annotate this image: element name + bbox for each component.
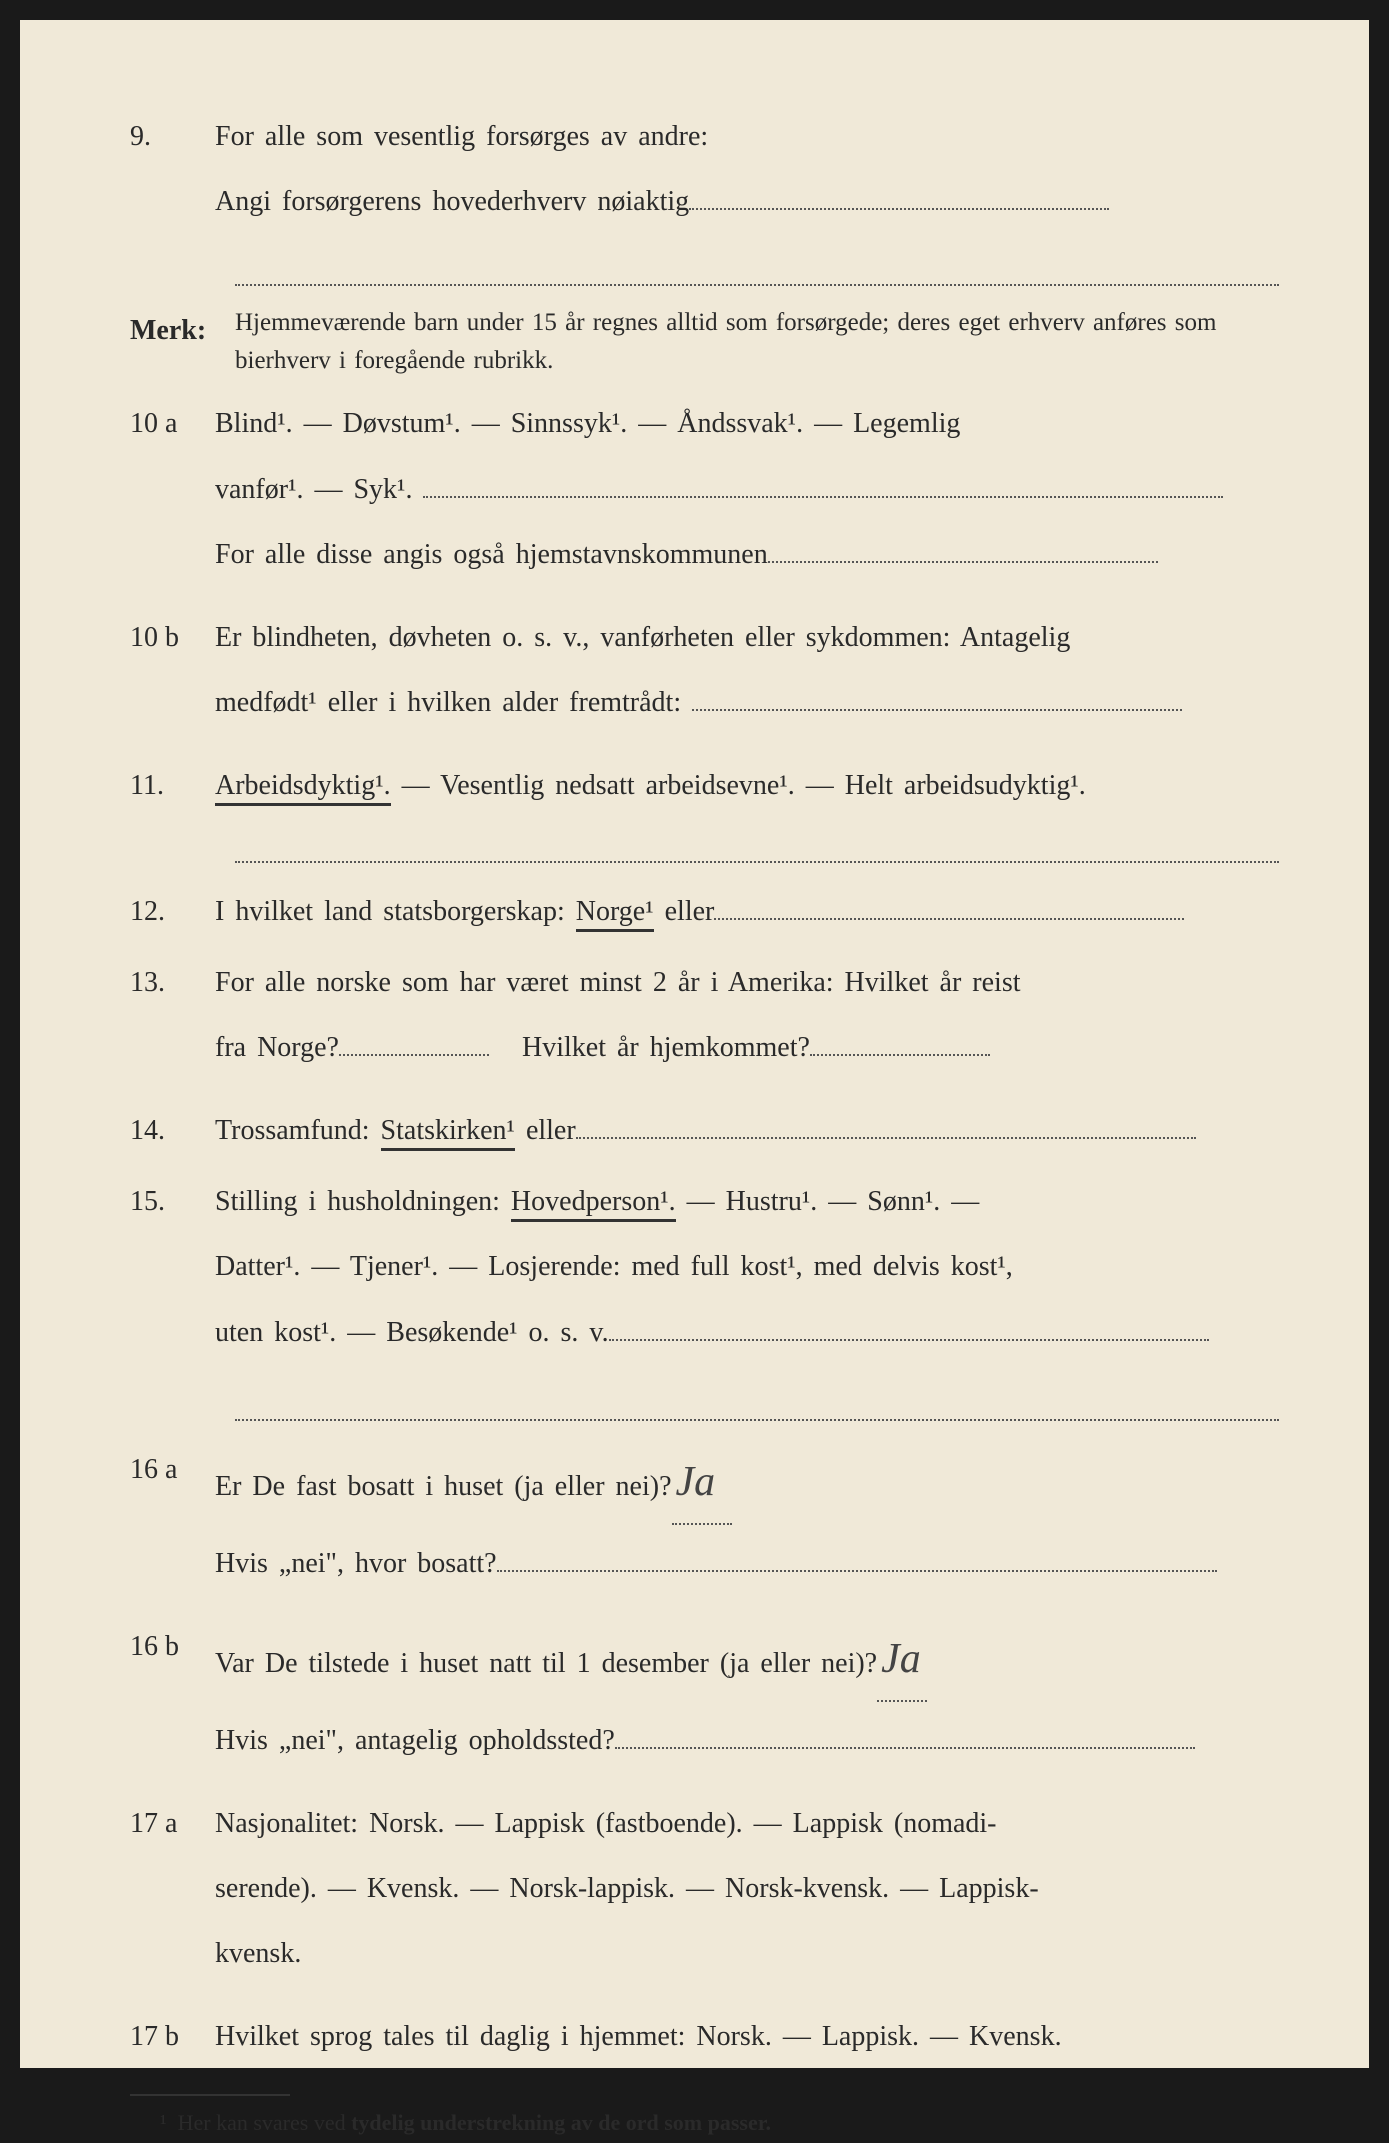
q13-line1: For alle norske som har været minst 2 år…	[215, 956, 1279, 1009]
fill-line[interactable]: Ja	[877, 1620, 927, 1702]
q10b-line2: medfødt¹ eller i hvilken alder fremtrådt…	[215, 676, 1279, 729]
note-merk: Merk: Hjemmeværende barn under 15 år reg…	[130, 304, 1279, 379]
q17a-line2: serende). — Kvensk. — Norsk-lappisk. — N…	[215, 1862, 1279, 1915]
question-number: 16 a	[130, 1443, 215, 1602]
q15-underlined: Hovedperson¹.	[511, 1186, 676, 1222]
fill-line[interactable]	[423, 496, 1223, 498]
fill-line[interactable]	[714, 918, 1184, 920]
handwritten-answer: Ja	[877, 1636, 925, 1682]
fill-line-full[interactable]	[235, 1393, 1279, 1421]
question-number: 16 b	[130, 1620, 215, 1779]
merk-label: Merk:	[130, 304, 235, 379]
merk-text: Hjemmeværende barn under 15 år regnes al…	[235, 304, 1279, 379]
footnote-separator	[130, 2094, 290, 2096]
q16a-line1: Er De fast bosatt i huset (ja eller nei)…	[215, 1443, 1279, 1525]
q16b-line2: Hvis „nei", antagelig opholdssted?	[215, 1714, 1279, 1767]
fill-line[interactable]	[810, 1054, 990, 1056]
q10a-line2: vanfør¹. — Syk¹.	[215, 463, 1279, 516]
fill-line[interactable]	[689, 208, 1109, 210]
question-number: 10 a	[130, 397, 215, 593]
question-number: 17 b	[130, 2010, 215, 2063]
question-14: 14. Trossamfund: Statskirken¹ eller	[130, 1104, 1279, 1157]
q17b-text: Hvilket sprog tales til daglig i hjemmet…	[215, 2010, 1279, 2063]
handwritten-answer: Ja	[672, 1459, 720, 1505]
question-16a: 16 a Er De fast bosatt i huset (ja eller…	[130, 1443, 1279, 1602]
question-17a: 17 a Nasjonalitet: Norsk. — Lappisk (fas…	[130, 1797, 1279, 1993]
question-number: 12.	[130, 885, 215, 938]
question-number: 15.	[130, 1175, 215, 1371]
q15-line1: Stilling i husholdningen: Hovedperson¹. …	[215, 1175, 1279, 1228]
fill-line[interactable]	[768, 561, 1158, 563]
footnote: ¹ Her kan svares ved tydelig understrekn…	[130, 2102, 1279, 2143]
q12-underlined: Norge¹	[576, 896, 654, 932]
q9-line2: Angi forsørgerens hovederhverv nøiaktig	[215, 175, 1279, 228]
census-form-page: 9. For alle som vesentlig forsørges av a…	[20, 20, 1369, 2068]
q10b-line1: Er blindheten, døvheten o. s. v., vanfør…	[215, 611, 1279, 664]
q11-underlined: Arbeidsdyktig¹.	[215, 770, 391, 806]
fill-line[interactable]	[497, 1570, 1217, 1572]
fill-line[interactable]: Ja	[672, 1443, 732, 1525]
q15-line2: Datter¹. — Tjener¹. — Losjerende: med fu…	[215, 1240, 1279, 1293]
q10a-line1: Blind¹. — Døvstum¹. — Sinnssyk¹. — Åndss…	[215, 397, 1279, 450]
question-10b: 10 b Er blindheten, døvheten o. s. v., v…	[130, 611, 1279, 741]
q9-line1: For alle som vesentlig forsørges av andr…	[215, 110, 1279, 163]
q16a-line2: Hvis „nei", hvor bosatt?	[215, 1537, 1279, 1590]
question-number: 17 a	[130, 1797, 215, 1993]
question-11: 11. Arbeidsdyktig¹. — Vesentlig nedsatt …	[130, 759, 1279, 812]
fill-line[interactable]	[615, 1747, 1195, 1749]
question-9: 9. For alle som vesentlig forsørges av a…	[130, 110, 1279, 240]
question-number: 10 b	[130, 611, 215, 741]
q17a-line1: Nasjonalitet: Norsk. — Lappisk (fastboen…	[215, 1797, 1279, 1850]
question-10a: 10 a Blind¹. — Døvstum¹. — Sinnssyk¹. — …	[130, 397, 1279, 593]
fill-line[interactable]	[692, 709, 1182, 711]
q15-line3: uten kost¹. — Besøkende¹ o. s. v.	[215, 1306, 1279, 1359]
question-13: 13. For alle norske som har været minst …	[130, 956, 1279, 1086]
fill-line-full[interactable]	[235, 258, 1279, 286]
question-number: 13.	[130, 956, 215, 1086]
question-17b: 17 b Hvilket sprog tales til daglig i hj…	[130, 2010, 1279, 2063]
question-15: 15. Stilling i husholdningen: Hovedperso…	[130, 1175, 1279, 1371]
question-number: 9.	[130, 110, 215, 240]
question-12: 12. I hvilket land statsborgerskap: Norg…	[130, 885, 1279, 938]
q16b-line1: Var De tilstede i huset natt til 1 desem…	[215, 1620, 1279, 1702]
fill-line[interactable]	[609, 1339, 1209, 1341]
q10a-line3: For alle disse angis også hjemstavnskomm…	[215, 528, 1279, 581]
q11-text: — Vesentlig nedsatt arbeidsevne¹. — Helt…	[402, 770, 1086, 801]
fill-line[interactable]	[339, 1054, 489, 1056]
question-number: 11.	[130, 759, 215, 812]
q14-underlined: Statskirken¹	[381, 1115, 515, 1151]
question-number: 14.	[130, 1104, 215, 1157]
q17a-line3: kvensk.	[215, 1927, 1279, 1980]
fill-line[interactable]	[576, 1137, 1196, 1139]
question-16b: 16 b Var De tilstede i huset natt til 1 …	[130, 1620, 1279, 1779]
q13-line2: fra Norge? Hvilket år hjemkommet?	[215, 1021, 1279, 1074]
fill-line-full[interactable]	[235, 835, 1279, 863]
